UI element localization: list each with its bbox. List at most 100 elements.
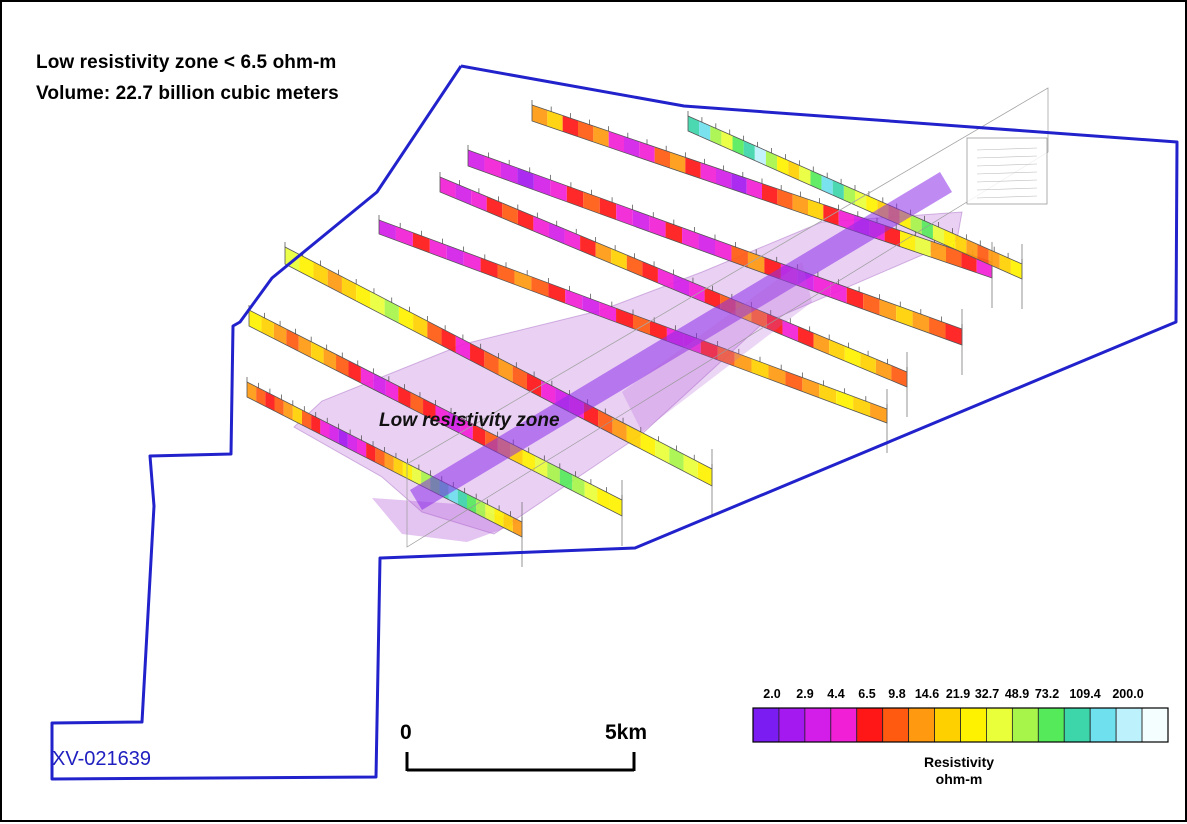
- section-cell: [732, 135, 744, 156]
- survey-boundary: [50, 64, 1179, 781]
- section-cell: [357, 438, 367, 458]
- section-cell: [320, 419, 330, 439]
- section-cell: [624, 136, 640, 158]
- section-cell: [999, 254, 1011, 275]
- section-cell: [855, 190, 867, 210]
- section-cell: [261, 316, 274, 339]
- legend-tick-label: 21.9: [945, 687, 971, 701]
- section-cell: [611, 248, 627, 270]
- legend-unit-text: ohm-m: [935, 771, 983, 787]
- legend-tick-label: 48.9: [1004, 687, 1030, 701]
- section-cell: [715, 239, 732, 262]
- section-cell: [955, 234, 967, 255]
- legend-swatch: [986, 707, 1013, 743]
- section-cell: [731, 245, 748, 268]
- section-cell: [612, 417, 627, 442]
- section-cell: [517, 209, 534, 231]
- section-cell: [844, 346, 861, 368]
- section-cell: [583, 191, 600, 214]
- section-cell: [366, 442, 376, 463]
- section-cell: [533, 216, 549, 238]
- section-cell: [743, 140, 755, 161]
- section-cell: [766, 313, 783, 335]
- section-cell: [298, 335, 312, 358]
- section-cell: [329, 424, 339, 444]
- section-cell: [402, 461, 412, 481]
- legend-tick-label: 6.5: [858, 687, 876, 701]
- reference-plane-edge: [406, 87, 1049, 465]
- section-cell: [891, 365, 907, 387]
- legend-title: Resistivity ohm-m: [924, 754, 994, 788]
- section-cell: [534, 455, 548, 478]
- section-cell: [884, 225, 900, 247]
- section-cell: [500, 161, 518, 184]
- section-cell: [502, 203, 518, 225]
- section-cell: [398, 306, 414, 331]
- section-cell: [843, 185, 855, 205]
- section-cell: [915, 235, 931, 258]
- section-cell: [566, 185, 584, 208]
- legend-swatch: [882, 707, 910, 743]
- legend-swatch: [1011, 707, 1039, 743]
- legend-title-text: Resistivity: [923, 754, 995, 770]
- section-cell: [323, 348, 337, 371]
- section-cell: [879, 299, 897, 322]
- section-cell: [410, 392, 424, 415]
- section-cell: [657, 268, 674, 290]
- section-cell: [875, 359, 892, 381]
- section-cell: [427, 321, 442, 346]
- section-cell: [532, 105, 548, 127]
- section-cell: [626, 255, 643, 277]
- section-cell: [384, 452, 394, 472]
- section-cell: [813, 275, 831, 298]
- legend-swatch: [1063, 707, 1091, 743]
- section-cell: [498, 358, 513, 383]
- section-cell: [550, 179, 567, 202]
- section-cell: [860, 352, 876, 374]
- section-cell: [710, 125, 722, 146]
- section-cell: [533, 173, 551, 196]
- section-cell: [754, 145, 766, 166]
- section-cell: [912, 311, 930, 334]
- section-cell: [838, 209, 854, 231]
- legend-border: [752, 707, 1169, 743]
- low-resistivity-volume-base: [372, 498, 522, 542]
- section-cell: [640, 432, 656, 457]
- section-cell: [698, 233, 715, 256]
- section-cell: [598, 409, 613, 435]
- section-cell: [273, 322, 287, 345]
- section-cell: [476, 498, 486, 519]
- section-cell: [578, 120, 594, 142]
- section-cell: [649, 215, 666, 238]
- section-cell: [256, 386, 266, 407]
- legend-swatch: [778, 707, 806, 743]
- section-cell: [929, 317, 946, 340]
- section-cell: [746, 178, 762, 200]
- legend-tick-label: 73.2: [1034, 687, 1060, 701]
- zone-label: Low resistivity zone: [379, 410, 560, 431]
- section-cell: [642, 261, 658, 283]
- resistivity-section: [378, 215, 888, 453]
- section-cell: [548, 222, 565, 244]
- section-cell: [829, 339, 845, 361]
- legend-tick-label: 4.4: [827, 687, 845, 701]
- legend-tick-label: 2.9: [796, 687, 814, 701]
- section-cell: [580, 235, 596, 257]
- section-cell: [704, 287, 721, 309]
- section-cell: [375, 447, 385, 467]
- section-cell: [832, 180, 844, 201]
- section-cell: [799, 165, 811, 186]
- section-cell: [777, 155, 789, 176]
- section-cell: [608, 131, 624, 153]
- legend-swatch: [1141, 707, 1169, 743]
- legend-swatch: [960, 707, 987, 743]
- section-cell: [782, 320, 799, 342]
- sheet-id: XV-021639: [52, 748, 151, 770]
- section-cell: [249, 310, 262, 333]
- section-cell: [599, 197, 617, 220]
- section-cell: [265, 391, 275, 411]
- section-cell: [682, 227, 699, 250]
- legend-tick-label: 32.7: [974, 687, 1000, 701]
- section-cell: [564, 229, 581, 251]
